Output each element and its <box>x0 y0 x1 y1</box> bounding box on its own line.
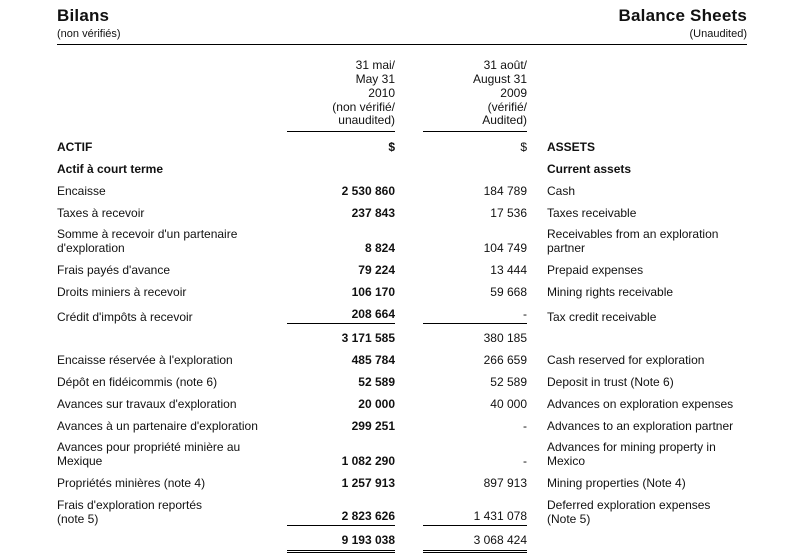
row-value-2010: 2 823 626 <box>287 509 395 527</box>
row-value-2010: 1 082 290 <box>341 454 395 469</box>
row-value-2010: 79 224 <box>358 262 395 277</box>
row-value-2009: 184 789 <box>483 183 527 198</box>
row-label-en: Taxes receivable <box>547 205 637 220</box>
row-label-en: Cash reserved for exploration <box>547 353 705 368</box>
row-value-2009: 13 444 <box>490 262 527 277</box>
row-value-2010: 52 589 <box>358 374 395 389</box>
row-value-2010: 1 257 913 <box>341 475 395 490</box>
row-label-fr: Avances sur travaux d'exploration <box>57 396 237 411</box>
row-label-en: Mining rights receivable <box>547 284 674 299</box>
table-row: Avances à un partenaire d'exploration 29… <box>57 418 747 434</box>
row-label-en: Deposit in trust (Note 6) <box>547 374 674 389</box>
row-label-en: Tax credit receivable <box>547 309 657 324</box>
section-label-fr: ACTIF <box>57 140 93 155</box>
row-label-fr: Encaisse <box>57 183 106 198</box>
table-row: Propriétés minières (note 4) 1 257 913 8… <box>57 475 747 491</box>
column-header-2010: 31 mai/ May 31 2010 (non vérifié/ unaudi… <box>287 58 395 133</box>
table-row: Actif à court terme Current assets <box>57 161 747 177</box>
row-label-en: Advances on exploration expenses <box>547 396 734 411</box>
row-value-2010: 299 251 <box>351 418 395 433</box>
total-value-2009: 3 068 424 <box>423 533 527 554</box>
subtotal-value-2009: 380 185 <box>483 331 527 346</box>
subtitle-french: (non vérifiés) <box>57 27 121 40</box>
table-row: Dépôt en fidéicommis (note 6) 52 589 52 … <box>57 374 747 390</box>
currency-2010: $ <box>388 140 395 155</box>
section-label-en: Current assets <box>547 161 632 176</box>
currency-2009: $ <box>520 140 527 155</box>
table-row: Encaisse 2 530 860 184 789 Cash <box>57 183 747 199</box>
row-value-2009: 52 589 <box>490 374 527 389</box>
title-english: Balance Sheets <box>618 6 747 25</box>
table-row: Crédit d'impôts à recevoir 208 664 - Tax… <box>57 307 747 325</box>
table-row: Somme à recevoir d'un partenaire d'explo… <box>57 228 747 256</box>
row-value-2010: 106 170 <box>351 284 395 299</box>
row-label-fr: Avances pour propriété minière au Mexiqu… <box>57 440 241 469</box>
row-value-2009: - <box>423 307 527 325</box>
table-row: Frais d'exploration reportés (note 5) 2 … <box>57 497 747 527</box>
table-row: Taxes à recevoir 237 843 17 536 Taxes re… <box>57 205 747 221</box>
row-value-2010: 2 530 860 <box>341 183 395 198</box>
title-french: Bilans <box>57 6 110 25</box>
row-label-en: Mining properties (Note 4) <box>547 475 686 490</box>
row-value-2009: 266 659 <box>483 353 527 368</box>
total-row: 9 193 038 3 068 424 <box>57 533 747 554</box>
column-header-2009: 31 août/ August 31 2009 (vérifié/ Audite… <box>423 58 527 133</box>
subtotal-row: 3 171 585 380 185 <box>57 332 747 346</box>
row-value-2010: 485 784 <box>351 353 395 368</box>
row-value-2009: 1 431 078 <box>423 509 527 527</box>
row-value-2010: 8 824 <box>364 241 395 256</box>
row-value-2009: 104 749 <box>483 241 527 256</box>
row-label-fr: Frais payés d'avance <box>57 262 171 277</box>
row-value-2009: - <box>523 454 527 469</box>
row-value-2010: 20 000 <box>358 396 395 411</box>
row-label-en: Receivables from an exploration partner <box>547 227 719 256</box>
row-value-2009: - <box>523 418 527 433</box>
row-label-en: Deferred exploration expenses (Note 5) <box>547 497 711 526</box>
row-label-fr: Frais d'exploration reportés (note 5) <box>57 497 203 526</box>
row-label-fr: Crédit d'impôts à recevoir <box>57 309 193 324</box>
row-label-fr: Dépôt en fidéicommis (note 6) <box>57 374 218 389</box>
column-headers-row: 31 mai/ May 31 2010 (non vérifié/ unaudi… <box>57 58 747 133</box>
row-label-en: Advances to an exploration partner <box>547 418 734 433</box>
row-label-fr: Droits miniers à recevoir <box>57 284 187 299</box>
table-row: Encaisse réservée à l'exploration 485 78… <box>57 353 747 368</box>
row-label-fr: Avances à un partenaire d'exploration <box>57 418 258 433</box>
table-row: ACTIF $ $ ASSETS <box>57 140 747 155</box>
row-value-2009: 17 536 <box>490 205 527 220</box>
row-label-fr: Somme à recevoir d'un partenaire d'explo… <box>57 227 238 256</box>
subtitle-bar: (non vérifiés) (Unaudited) <box>57 26 747 46</box>
row-value-2009: 40 000 <box>490 396 527 411</box>
total-value-2010: 9 193 038 <box>287 533 395 554</box>
row-label-en: Cash <box>547 183 576 198</box>
row-label-fr: Taxes à recevoir <box>57 205 145 220</box>
section-label-fr: Actif à court terme <box>57 161 164 176</box>
row-label-en: Advances for mining property in Mexico <box>547 440 716 469</box>
row-value-2010: 208 664 <box>287 307 395 325</box>
row-value-2010: 237 843 <box>351 205 395 220</box>
subtitle-english: (Unaudited) <box>689 27 747 40</box>
row-label-en: Prepaid expenses <box>547 262 644 277</box>
subtotal-value-2010: 3 171 585 <box>341 331 395 346</box>
row-label-fr: Propriétés minières (note 4) <box>57 475 206 490</box>
row-label-fr: Encaisse réservée à l'exploration <box>57 353 233 368</box>
table-row: Avances sur travaux d'exploration 20 000… <box>57 396 747 412</box>
table-row: Avances pour propriété minière au Mexiqu… <box>57 441 747 469</box>
table-row: Frais payés d'avance 79 224 13 444 Prepa… <box>57 262 747 278</box>
title-bar: Bilans Balance Sheets <box>57 6 747 26</box>
table-row: Droits miniers à recevoir 106 170 59 668… <box>57 284 747 300</box>
section-label-en: ASSETS <box>547 140 596 155</box>
row-value-2009: 897 913 <box>483 475 527 490</box>
row-value-2009: 59 668 <box>490 284 527 299</box>
